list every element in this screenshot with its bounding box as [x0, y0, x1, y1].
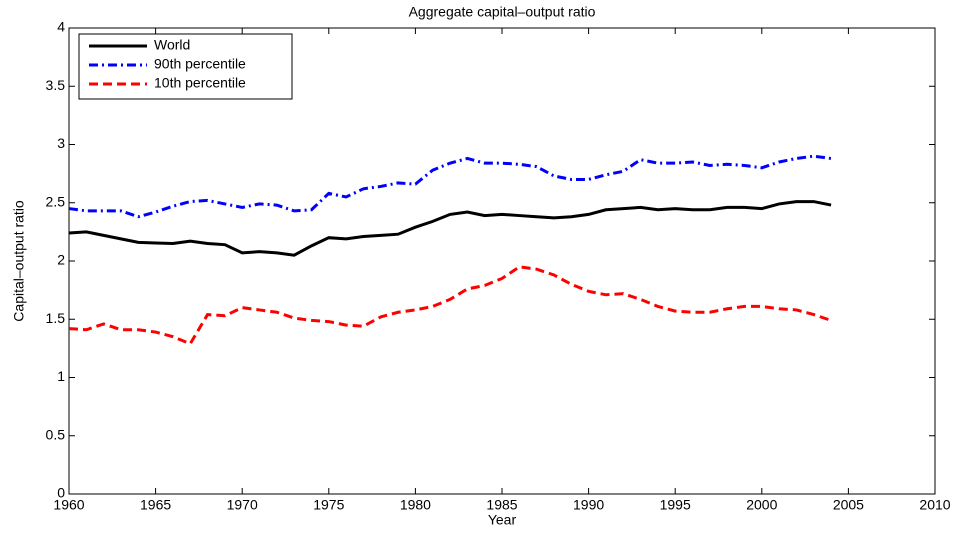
- x-tick-label: 2005: [833, 497, 864, 513]
- x-tick-label: 1960: [53, 497, 84, 513]
- y-tick-label: 0: [57, 485, 65, 501]
- x-tick-label: 1970: [227, 497, 258, 513]
- y-tick-label: 3.5: [46, 77, 66, 93]
- data-line: [68, 200, 832, 257]
- data-line: [68, 154, 832, 219]
- legend-label: World: [154, 37, 190, 53]
- x-tick-label: 1990: [573, 497, 604, 513]
- data-line: [68, 265, 832, 346]
- chart-title: Aggregate capital–output ratio: [409, 4, 596, 20]
- x-tick-label: 1965: [140, 497, 171, 513]
- y-tick-label: 2.5: [46, 193, 66, 209]
- x-tick-label: 1995: [660, 497, 691, 513]
- y-tick-label: 3: [57, 135, 65, 151]
- x-tick-label: 1985: [486, 497, 517, 513]
- x-tick-label: 2000: [746, 497, 777, 513]
- x-axis-label: Year: [488, 512, 517, 528]
- legend-label: 90th percentile: [154, 56, 246, 72]
- y-tick-label: 1.5: [46, 310, 66, 326]
- legend-label: 10th percentile: [154, 75, 246, 91]
- y-axis-label: Capital–output ratio: [11, 200, 27, 322]
- x-tick-label: 1980: [400, 497, 431, 513]
- y-tick-label: 2: [57, 252, 65, 268]
- y-tick-label: 0.5: [46, 426, 66, 442]
- x-tick-label: 2010: [919, 497, 950, 513]
- x-tick-label: 1975: [313, 497, 344, 513]
- y-tick-label: 4: [57, 19, 65, 35]
- y-tick-label: 1: [57, 368, 65, 384]
